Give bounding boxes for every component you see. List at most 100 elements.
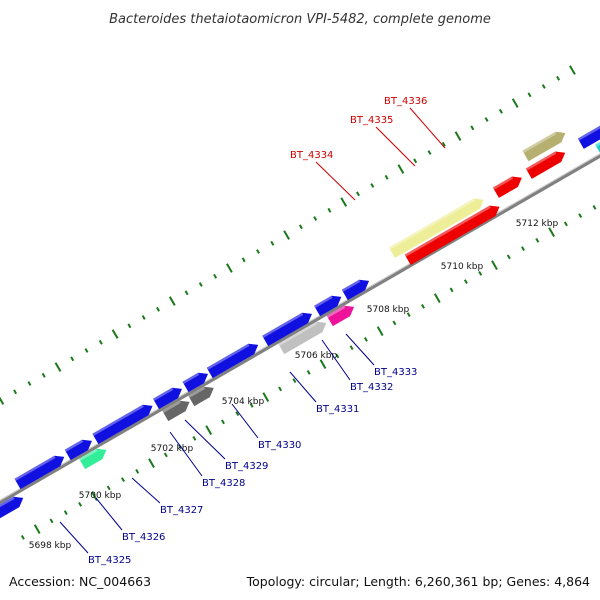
gene-label[interactable]: BT_4329: [225, 461, 268, 472]
gene-label[interactable]: BT_4330: [258, 440, 301, 451]
label-leader-line: [131, 477, 161, 504]
tick-mark: [241, 257, 246, 263]
gene-bar[interactable]: [153, 384, 185, 410]
label-leader-lines: [59, 107, 446, 554]
tick-mark: [163, 452, 168, 458]
gene-bar[interactable]: [389, 195, 487, 258]
tick-mark: [491, 260, 498, 270]
gene-bar[interactable]: [522, 128, 569, 162]
tick-mark: [262, 392, 270, 402]
tick-mark: [521, 246, 525, 252]
kbp-label: 5698 kbp: [29, 541, 72, 551]
label-leader-line: [375, 126, 416, 167]
gene-labels: BT_4325 BT_4326 BT_4327 BT_4328 BT_4329 BT_43…: [88, 96, 427, 566]
tick-mark: [441, 141, 446, 147]
tick-mark: [470, 125, 475, 131]
tick-mark: [319, 359, 327, 369]
tick-mark: [397, 164, 405, 174]
tick-mark: [235, 411, 240, 417]
gene-label[interactable]: BT_4326: [122, 532, 165, 543]
tick-mark: [454, 131, 462, 141]
gene-bar[interactable]: [64, 436, 95, 461]
label-leader-line: [409, 107, 446, 149]
tick-mark: [298, 224, 303, 230]
gene-label[interactable]: BT_4331: [316, 404, 359, 415]
label-leader-line: [231, 403, 259, 439]
gene-label[interactable]: BT_4328: [202, 478, 245, 489]
tick-mark: [292, 378, 297, 384]
tick-mark: [192, 435, 197, 441]
gene-bar[interactable]: [595, 95, 600, 155]
tick-mark: [33, 524, 41, 534]
tick-mark: [484, 117, 489, 122]
tick-mark: [13, 389, 18, 395]
tick-mark: [270, 240, 275, 246]
tick-mark: [256, 249, 260, 254]
gene-bar[interactable]: [314, 292, 344, 317]
tick-mark: [127, 323, 132, 329]
gene-bar[interactable]: [206, 340, 261, 379]
tick-mark: [413, 158, 418, 164]
tick-mark: [335, 353, 340, 359]
tick-mark: [226, 263, 233, 273]
tick-mark: [569, 65, 576, 75]
tick-mark: [511, 98, 519, 108]
tick-mark: [370, 183, 375, 188]
gene-bar[interactable]: [92, 401, 155, 445]
tick-mark: [41, 372, 46, 378]
tick-mark: [121, 477, 125, 483]
gene-bar[interactable]: [162, 397, 192, 422]
gene-bar[interactable]: [14, 452, 68, 490]
tick-mark: [148, 458, 155, 468]
gene-bar[interactable]: [404, 202, 503, 265]
tick-mark: [98, 339, 103, 345]
tick-mark: [168, 296, 176, 306]
tick-mark: [221, 419, 225, 425]
tick-mark: [198, 282, 203, 287]
tick-mark: [563, 221, 568, 227]
tick-mark: [249, 402, 254, 408]
tick-mark: [406, 312, 411, 318]
label-leader-line: [315, 161, 356, 201]
label-leader-line: [184, 419, 226, 460]
gene-label[interactable]: BT_4327: [160, 505, 203, 516]
label-leader-line: [95, 497, 123, 531]
tick-mark: [313, 216, 318, 221]
gene-label[interactable]: BT_4335: [350, 115, 393, 126]
backbone-line: [0, 153, 600, 505]
tick-mark: [54, 362, 62, 372]
tick-mark: [433, 293, 441, 303]
gene-bar[interactable]: [492, 173, 525, 198]
tick-mark: [106, 485, 111, 491]
gene-bar[interactable]: [262, 309, 315, 347]
gene-bar[interactable]: [525, 148, 568, 179]
tick-mark: [506, 254, 511, 260]
tick-mark: [449, 287, 454, 293]
gene-bar[interactable]: [278, 318, 329, 355]
tick-mark: [141, 315, 146, 320]
gene-bar[interactable]: [188, 383, 217, 407]
tick-row-top: [0, 65, 576, 405]
tick-mark: [213, 273, 218, 279]
gene-bar[interactable]: [341, 276, 372, 301]
gene-label[interactable]: BT_4325: [88, 555, 131, 566]
gene-bar[interactable]: [79, 445, 109, 470]
gene-bar[interactable]: [326, 302, 357, 327]
tick-mark: [421, 303, 425, 309]
tick-mark: [478, 270, 483, 276]
tick-mark: [463, 279, 468, 285]
gene-bar[interactable]: [0, 493, 26, 525]
tick-mark: [156, 306, 160, 312]
gene-label[interactable]: BT_4334: [290, 150, 333, 161]
gene-label[interactable]: BT_4336: [384, 96, 427, 107]
gene-bar[interactable]: [577, 88, 600, 149]
tick-mark: [283, 230, 290, 240]
gene-label[interactable]: BT_4333: [374, 367, 417, 378]
tick-mark: [184, 290, 189, 296]
label-leader-line: [289, 371, 317, 403]
tick-mark: [135, 468, 140, 474]
gene-label[interactable]: BT_4332: [350, 382, 393, 393]
gene-features: [0, 88, 600, 525]
gene-bar[interactable]: [182, 369, 212, 393]
